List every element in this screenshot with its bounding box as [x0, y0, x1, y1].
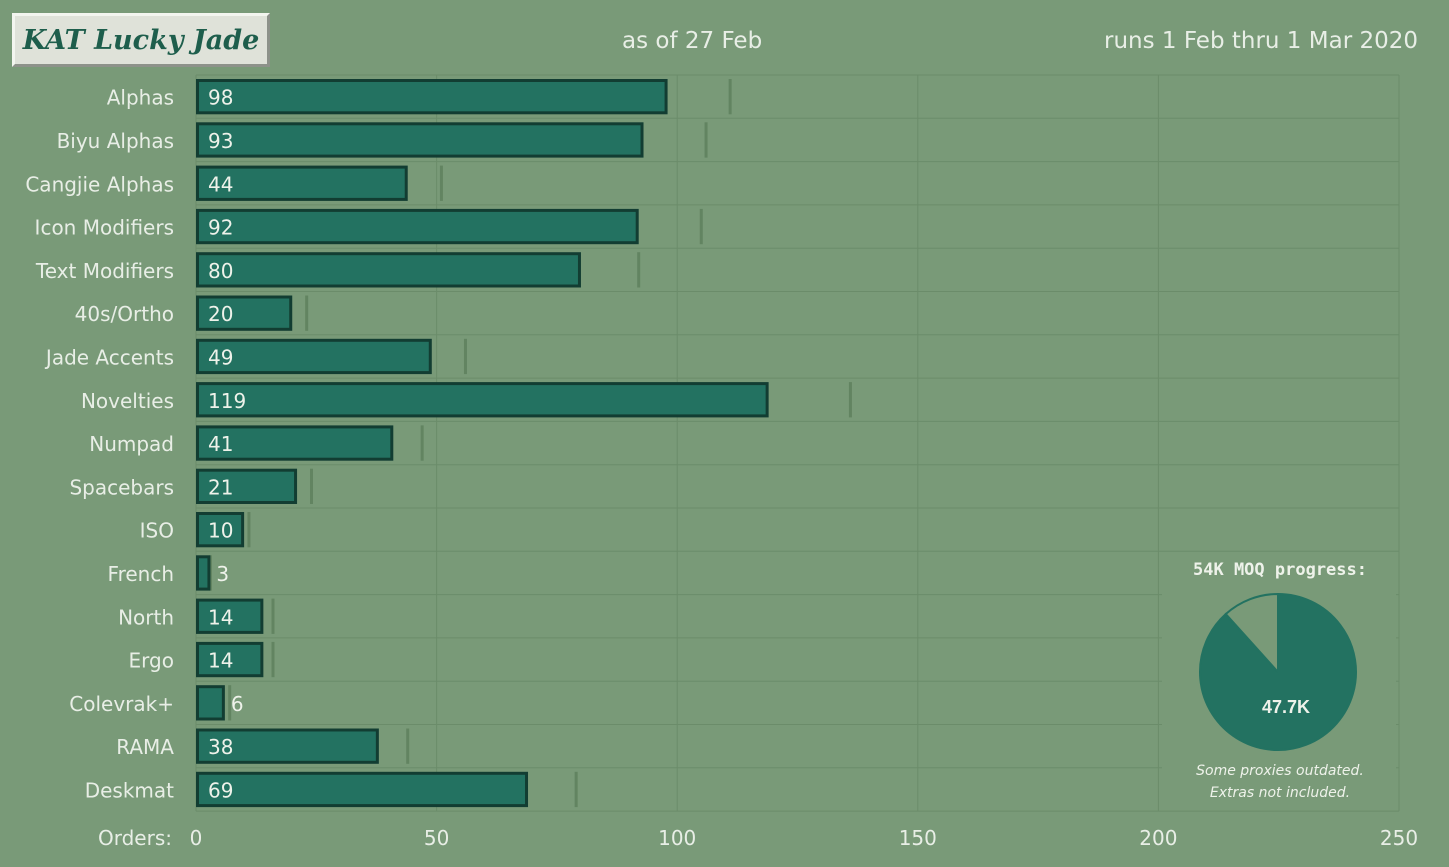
x-tick-label: 200: [1139, 826, 1177, 850]
pie-title: 54K MOQ progress:: [1193, 560, 1367, 580]
bar: [199, 298, 290, 328]
x-tick-label: 50: [424, 826, 449, 850]
bar: [199, 125, 641, 155]
category-label: Ergo: [129, 649, 174, 673]
category-label: Spacebars: [69, 475, 174, 499]
x-tick-label: 150: [899, 826, 937, 850]
value-label: 3: [216, 562, 229, 586]
bar: [199, 558, 208, 588]
pie-note: Some proxies outdated. Extras not includ…: [1160, 760, 1400, 804]
pie-value-label: 47.7K: [1262, 697, 1311, 717]
value-label: 21: [208, 475, 233, 499]
pie-slice: [1199, 592, 1357, 751]
x-tick-label: 100: [658, 826, 696, 850]
value-label: 41: [208, 432, 233, 456]
category-label: 40s/Ortho: [75, 302, 174, 326]
value-label: 98: [208, 86, 233, 110]
category-label: French: [108, 562, 174, 586]
bar: [199, 385, 766, 415]
category-label: Biyu Alphas: [57, 129, 174, 153]
category-label: Icon Modifiers: [35, 216, 174, 240]
x-tick-label: 250: [1380, 826, 1418, 850]
category-label: Colevrak+: [69, 692, 174, 716]
pie-note-line-2: Extras not included.: [1209, 785, 1351, 801]
bar: [199, 774, 526, 805]
category-label: Numpad: [89, 432, 174, 456]
value-label: 92: [208, 216, 233, 240]
bar: [199, 341, 429, 372]
bar: [199, 255, 578, 285]
x-tick-label: 0: [190, 826, 203, 850]
value-label: 10: [208, 519, 233, 543]
bar: [199, 731, 376, 761]
bar: [199, 601, 261, 631]
x-axis-label: Orders:: [98, 826, 172, 850]
value-label: 14: [208, 605, 233, 629]
pie-note-line-1: Some proxies outdated.: [1196, 763, 1364, 779]
value-label: 44: [208, 172, 233, 196]
category-label: RAMA: [116, 735, 174, 759]
category-label: Deskmat: [85, 778, 174, 802]
value-label: 14: [208, 649, 233, 673]
category-label: Jade Accents: [44, 345, 174, 369]
value-label: 20: [208, 302, 233, 326]
value-label: 80: [208, 259, 233, 283]
category-label: Alphas: [107, 86, 174, 110]
bar: [199, 471, 295, 501]
category-label: Novelties: [81, 389, 174, 413]
run-dates: runs 1 Feb thru 1 Mar 2020: [1103, 28, 1418, 54]
as-of-date: as of 27 Feb: [622, 28, 763, 54]
value-label: 93: [208, 129, 233, 153]
value-label: 49: [208, 345, 233, 369]
pie-slice: [1224, 592, 1279, 675]
bar: [199, 688, 222, 718]
chart-title: KAT Lucky Jade: [22, 24, 260, 56]
value-label: 38: [208, 735, 233, 759]
category-label: Text Modifiers: [35, 259, 174, 283]
value-label: 69: [208, 778, 233, 802]
bar: [199, 515, 242, 545]
bar: [199, 428, 391, 458]
bar: [199, 82, 665, 112]
chart-title-box: KAT Lucky Jade: [12, 13, 270, 67]
value-label: 119: [208, 389, 246, 413]
value-label: 6: [231, 692, 244, 716]
bar: [199, 211, 636, 242]
category-label: ISO: [140, 519, 174, 543]
bar: [199, 168, 405, 198]
category-label: North: [118, 605, 174, 629]
bar: [199, 644, 261, 675]
category-label: Cangjie Alphas: [25, 172, 174, 196]
